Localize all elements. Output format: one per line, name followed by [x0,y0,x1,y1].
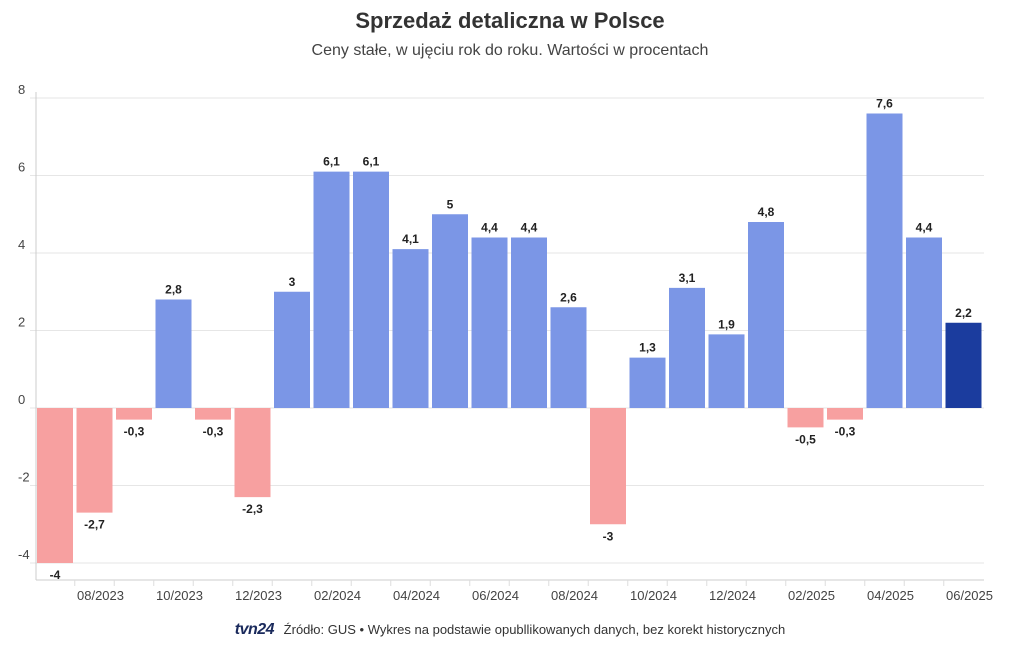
data-label: 1,3 [639,341,656,355]
bar [37,408,73,563]
x-tick-label: 04/2024 [393,588,440,603]
bar [274,291,310,408]
data-label: 4,4 [521,221,538,235]
data-label: 4,4 [481,221,498,235]
x-tick-label: 02/2025 [788,588,835,603]
data-label: 5 [447,197,454,211]
data-label: 4,4 [916,221,933,235]
data-label: 3,1 [679,271,696,285]
x-tick-label: 10/2023 [156,588,203,603]
bar [590,408,626,525]
data-label: 2,6 [560,290,577,304]
y-tick-label: 4 [18,237,25,252]
data-label: 4,1 [402,232,419,246]
bar [787,408,824,428]
x-tick-label: 06/2025 [946,588,993,603]
source-note: Źródło: GUS • Wykres na podstawie opubll… [283,622,786,637]
y-tick-label: -2 [18,470,30,485]
bar [313,171,350,408]
bar [155,299,192,408]
data-label: -0,5 [795,432,816,446]
data-label: -2,3 [242,502,263,516]
x-tick-label: 10/2024 [630,588,677,603]
bar [195,408,231,420]
bar [392,249,429,408]
y-tick-label: 0 [18,392,25,407]
y-tick-label: 8 [18,82,25,97]
tvn24-logo: tvn24 [234,621,275,638]
axes: -4 -2 0 2 4 6 8 08/2023 10/2023 12/2023 02/2024 04/… [18,82,993,603]
data-label: -4 [50,568,61,582]
y-tick-label: 6 [18,160,25,175]
data-label: -0,3 [835,425,856,439]
data-label: 3 [289,275,296,289]
bar [866,113,903,408]
x-tick-label: 06/2024 [472,588,519,603]
y-tick-label: 2 [18,315,25,330]
y-tick-label: -4 [18,547,30,562]
bar [471,237,508,408]
bar [76,408,113,513]
x-tick-label: 04/2025 [867,588,914,603]
x-tick-label: 02/2024 [314,588,361,603]
bar [511,237,547,408]
bar [432,214,468,408]
footer: tvn24 Źródło: GUS • Wykres na podstawie … [0,621,1020,639]
data-label: -2,7 [84,518,105,532]
x-tick-label: 12/2024 [709,588,756,603]
data-label: -0,3 [124,425,145,439]
data-label: 1,9 [718,317,735,331]
bar [748,222,784,408]
chart-subtitle: Ceny stałe, w ujęciu rok do roku. Wartoś… [311,42,709,59]
data-label: 2,2 [955,306,972,320]
bar [945,322,982,408]
x-tick-label: 12/2023 [235,588,282,603]
data-label: -3 [603,529,614,543]
bar [629,357,666,408]
x-tick-label: 08/2024 [551,588,598,603]
bars [37,113,982,563]
bar [669,287,705,408]
bar [827,408,863,420]
bar [708,334,745,408]
data-label: 4,8 [758,205,775,219]
data-label: 7,6 [876,97,893,111]
bar-chart: -4 -2,7 -0,3 2,8 -0,3 -2,3 3 6,1 6,1 4,1 5 4,4 4,4 2,… [18,82,993,603]
x-tick-label: 08/2023 [77,588,124,603]
bar [116,408,152,420]
bar [550,307,587,408]
bar [234,408,271,498]
bar [906,237,942,408]
chart-title: Sprzedaż detaliczna w Polsce [355,8,665,33]
data-label: -0,3 [203,425,224,439]
data-labels: -4 -2,7 -0,3 2,8 -0,3 -2,3 3 6,1 6,1 4,1 5 4,4 4,4 2,… [50,97,973,583]
data-label: 6,1 [323,155,340,169]
grid-lines [30,97,984,564]
data-label: 6,1 [363,155,380,169]
bar [353,171,389,408]
data-label: 2,8 [165,283,182,297]
